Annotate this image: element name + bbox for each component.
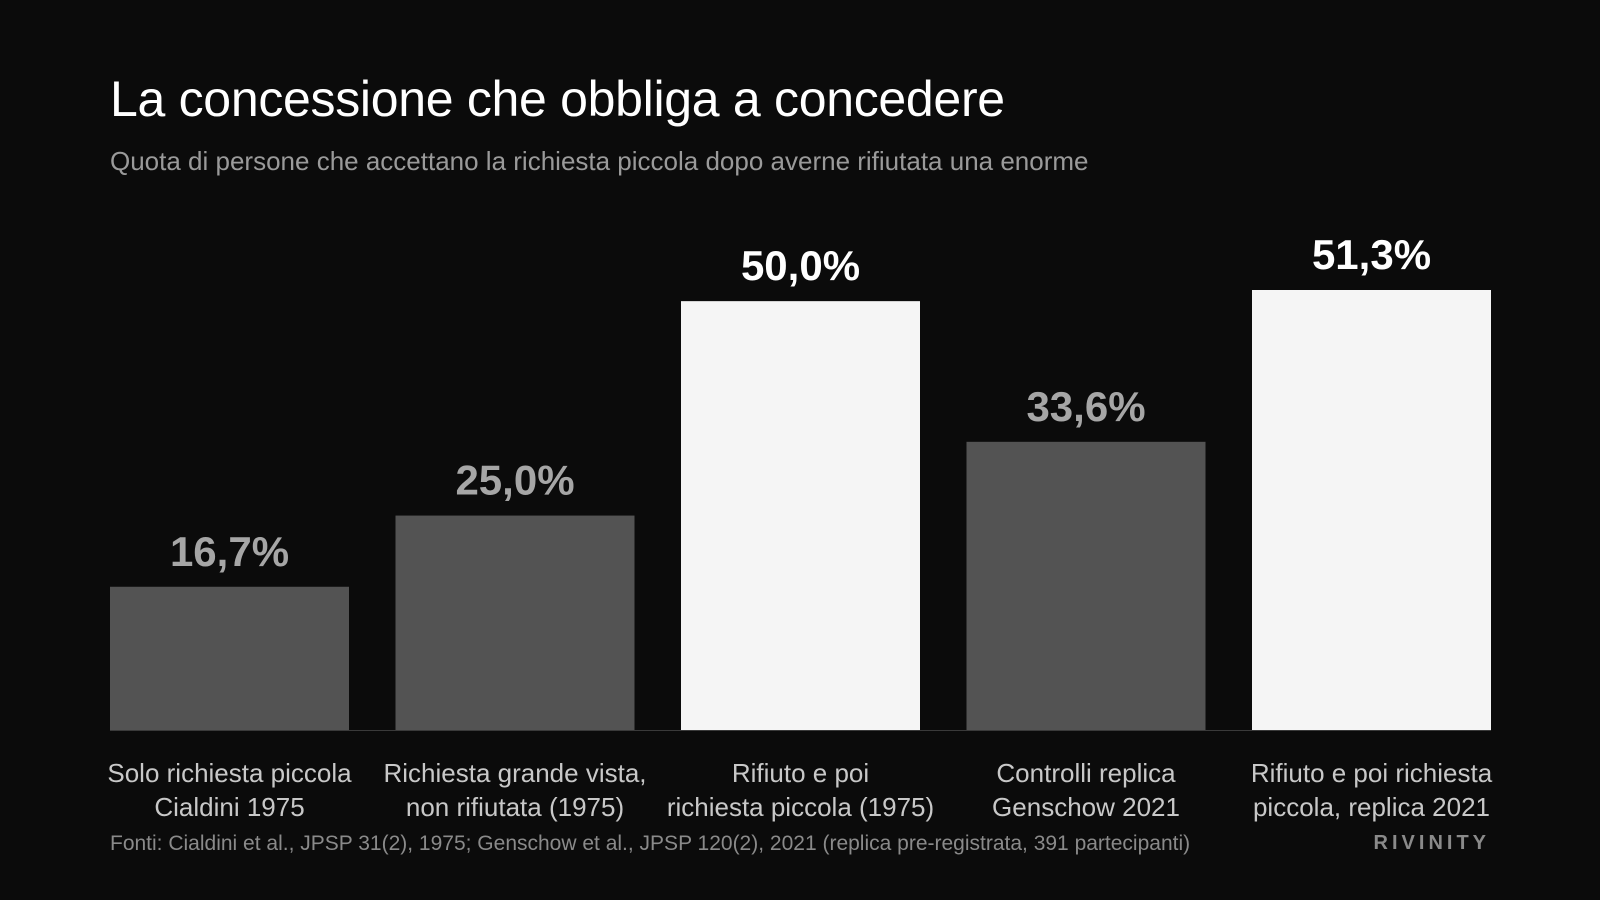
category-label-1-line-2: Cialdini 1975	[154, 792, 304, 822]
category-label-5-line-2: piccola, replica 2021	[1253, 792, 1490, 822]
source-note: Fonti: Cialdini et al., JPSP 31(2), 1975…	[110, 832, 1191, 855]
data-label-2: 25,0%	[455, 457, 574, 504]
data-label-5: 51,3%	[1312, 231, 1431, 278]
category-label-3-line-1: Rifiuto e poi	[732, 758, 869, 788]
chart-title: La concessione che obbliga a concedere	[110, 71, 1005, 127]
bar-3	[681, 301, 920, 730]
bar-4	[966, 441, 1206, 730]
chart-subtitle: Quota di persone che accettano la richie…	[110, 146, 1089, 176]
bar-1	[110, 586, 349, 730]
bar-5	[1252, 290, 1491, 730]
category-label-1-line-1: Solo richiesta piccola	[107, 758, 352, 788]
brand-logo: RIVINITY	[1373, 832, 1490, 854]
category-label-4-line-1: Controlli replica	[996, 758, 1176, 788]
category-label-2-line-2: non rifiutata (1975)	[406, 792, 624, 822]
data-label-4: 33,6%	[1026, 383, 1145, 430]
category-label-2-line-1: Richiesta grande vista,	[383, 758, 646, 788]
category-label-4-line-2: Genschow 2021	[992, 792, 1180, 822]
data-label-3: 50,0%	[741, 242, 860, 289]
category-label-3-line-2: richiesta piccola (1975)	[667, 792, 934, 822]
data-label-1: 16,7%	[170, 528, 289, 575]
category-label-5-line-1: Rifiuto e poi richiesta	[1251, 758, 1493, 788]
bar-2	[395, 515, 635, 730]
